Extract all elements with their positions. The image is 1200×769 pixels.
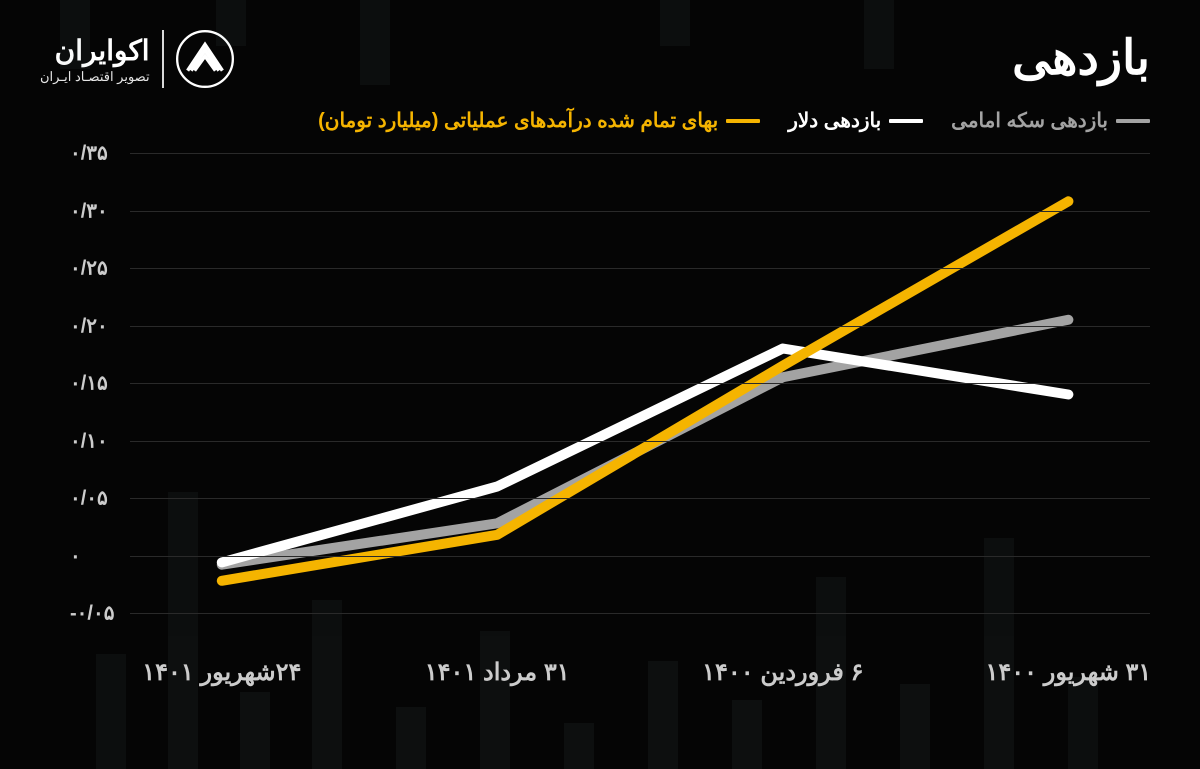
y-axis-label: ٠/١٠ bbox=[70, 428, 120, 453]
gridline bbox=[130, 211, 1150, 212]
gridline bbox=[130, 613, 1150, 614]
y-axis-label: ٠/٣٠ bbox=[70, 198, 120, 223]
gridline bbox=[130, 268, 1150, 269]
gridline bbox=[130, 556, 1150, 557]
gridline bbox=[130, 441, 1150, 442]
gridline bbox=[130, 153, 1150, 154]
x-axis-label: ۲۴شهریور ۱۴۰۱ bbox=[142, 658, 301, 687]
y-axis-label: ٠/١۵ bbox=[70, 371, 120, 396]
y-axis-label: ٠ bbox=[70, 543, 120, 568]
y-axis-label: ٠/٠۵ bbox=[70, 486, 120, 511]
gridline bbox=[130, 383, 1150, 384]
plot-area: -٠/٠۵٠٠/٠۵٠/١٠٠/١۵٠/٢٠٠/٢۵٠/٣٠٠/٣۵ bbox=[130, 153, 1150, 613]
gridline bbox=[130, 498, 1150, 499]
series-line bbox=[222, 349, 1069, 563]
y-axis-label: ٠/٢۵ bbox=[70, 256, 120, 281]
y-axis-label: ٠/٢٠ bbox=[70, 313, 120, 338]
x-axis-label: ۳۱ شهریور ۱۴۰۰ bbox=[986, 658, 1152, 687]
y-axis-label: -٠/٠۵ bbox=[70, 601, 120, 626]
y-axis-label: ٠/٣۵ bbox=[70, 141, 120, 166]
x-axis-labels: ۳۱ شهریور ۱۴۰۰ ۶ فروردین ۱۴۰۰ ۳۱ مرداد ۱۴۰… bbox=[130, 658, 1150, 698]
logo-subtitle: تصویر اقتصـاد ایـران bbox=[40, 69, 150, 85]
x-axis-label: ۶ فروردین ۱۴۰۰ bbox=[702, 658, 863, 687]
chart-area: -٠/٠۵٠٠/٠۵٠/١٠٠/١۵٠/٢٠٠/٢۵٠/٣٠٠/٣۵ ۳۱ شه… bbox=[70, 153, 1150, 653]
gridline bbox=[130, 326, 1150, 327]
x-axis-label: ۳۱ مرداد ۱۴۰۱ bbox=[425, 658, 570, 687]
